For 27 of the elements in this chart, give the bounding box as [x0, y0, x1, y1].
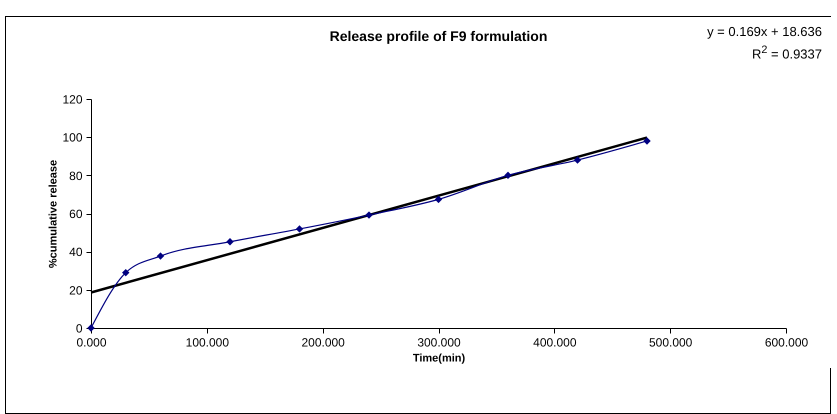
x-tick-label: 500.000: [648, 336, 693, 350]
point: [504, 172, 512, 180]
y-tick-label: 40: [69, 245, 83, 260]
y-tick-label: 60: [69, 207, 83, 221]
y-tick-label: 120: [62, 92, 83, 106]
point: [156, 252, 164, 260]
y-axis-title: %cumulative release: [47, 160, 60, 268]
point: [296, 225, 304, 233]
point: [643, 137, 651, 145]
point: [434, 196, 442, 204]
text: y = 0.169x + 18.636: [707, 23, 822, 41]
x-tick-label: 200.000: [301, 336, 346, 350]
x-axis-title: Time(min): [412, 352, 466, 364]
x-tick-label: 0.000: [76, 336, 107, 350]
x-tick-label: 600.000: [764, 336, 809, 350]
point: [574, 156, 582, 164]
chart-title: Release profile of F9 formulation: [330, 28, 548, 44]
x-tick-label: 400.000: [533, 336, 577, 350]
x-tick-label: 100.000: [186, 336, 230, 350]
text: R$^{2}$ = 0.9337: [751, 43, 822, 64]
y-tick-label: 20: [69, 283, 83, 298]
y-tick-label: 80: [69, 168, 83, 183]
point: [122, 268, 130, 276]
y-tick-label: 0: [76, 322, 83, 336]
x-tick-label: 300.000: [417, 336, 462, 350]
y-tick-label: 100: [62, 130, 83, 145]
point: [365, 211, 373, 219]
